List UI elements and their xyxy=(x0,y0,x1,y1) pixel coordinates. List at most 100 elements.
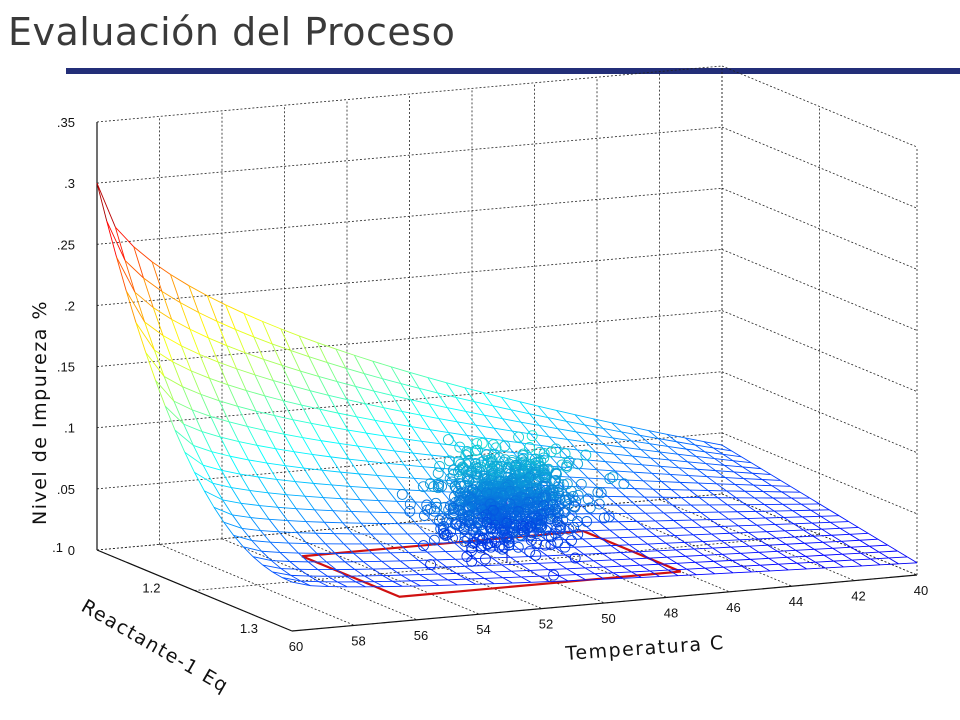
surface-mesh-line xyxy=(733,471,744,479)
surface-mesh-line xyxy=(335,348,347,369)
surface-mesh-line xyxy=(775,523,794,525)
reactant-axis-line xyxy=(96,549,293,632)
surface-mesh-line xyxy=(464,387,484,393)
scatter-point xyxy=(512,541,524,553)
surface-mesh-line xyxy=(331,484,342,499)
surface-mesh-line xyxy=(331,484,351,487)
surface-mesh-line xyxy=(887,544,898,552)
surface-mesh-line xyxy=(594,573,605,580)
surface-mesh-line xyxy=(392,423,404,439)
surface-mesh-line xyxy=(566,568,577,575)
surface-mesh-line xyxy=(368,487,379,501)
surface-mesh-line xyxy=(701,526,721,528)
scatter-point xyxy=(485,468,497,480)
reactant-tick-label: .1 xyxy=(52,540,63,555)
surface-mesh-line xyxy=(502,576,522,579)
surface-mesh-line xyxy=(743,478,763,480)
surface-mesh-line xyxy=(171,318,191,330)
surface-mesh-line xyxy=(843,565,862,568)
surface-mesh-line xyxy=(364,575,375,583)
surface-mesh-line xyxy=(144,321,164,336)
surface-mesh-line xyxy=(253,336,273,345)
surface-mesh-line xyxy=(640,449,652,459)
surface-mesh-line xyxy=(595,451,606,462)
side-wall-gridline xyxy=(721,310,918,392)
surface-mesh-line xyxy=(401,574,420,576)
surface-mesh-line xyxy=(262,321,273,345)
surface-mesh-line xyxy=(778,563,789,571)
surface-mesh-line xyxy=(695,561,706,569)
surface-mesh-line xyxy=(557,574,568,582)
surface-mesh-line xyxy=(557,428,568,440)
surface-mesh-line xyxy=(548,436,568,440)
surface-mesh-line xyxy=(475,583,495,585)
surface-mesh-line xyxy=(466,434,486,439)
surface-mesh-line xyxy=(328,394,347,401)
surface-mesh-line xyxy=(688,475,707,478)
surface-mesh-line xyxy=(822,540,842,543)
surface-mesh-line xyxy=(272,571,291,576)
surface-mesh-line xyxy=(421,440,440,445)
surface-mesh-line xyxy=(777,550,788,558)
surface-mesh-line xyxy=(279,552,291,562)
surface-mesh-line xyxy=(409,371,429,379)
surface-mesh-line xyxy=(706,476,717,485)
surface-mesh-line xyxy=(243,313,263,322)
surface-mesh-line xyxy=(355,386,366,404)
surface-mesh-line xyxy=(260,530,271,543)
scatter-point xyxy=(485,523,497,535)
temperature-tick-label: 44 xyxy=(789,594,803,609)
surface-mesh-line xyxy=(430,429,449,434)
surface-mesh-line xyxy=(455,396,475,403)
surface-mesh-line xyxy=(621,565,632,573)
surface-mesh-line xyxy=(907,556,918,564)
surface-mesh-line xyxy=(319,408,339,414)
surface-mesh-line xyxy=(390,552,401,562)
scatter-point xyxy=(447,503,459,515)
surface-mesh-line xyxy=(283,434,295,452)
surface-mesh-line xyxy=(649,570,660,577)
surface-mesh-line xyxy=(829,509,840,517)
surface-mesh-line xyxy=(276,479,296,482)
surface-mesh-line xyxy=(684,542,695,550)
surface-mesh-line xyxy=(227,384,239,407)
scatter-point xyxy=(539,539,551,551)
surface-mesh-line xyxy=(300,370,319,377)
surface-mesh-line xyxy=(388,533,400,544)
surface-mesh-line xyxy=(240,503,252,518)
surface-mesh-line xyxy=(760,563,779,566)
surface-mesh-line xyxy=(704,451,715,459)
surface-mesh-line xyxy=(395,476,406,491)
surface-mesh-line xyxy=(644,496,655,506)
surface-mesh-line xyxy=(282,400,294,420)
surface-mesh-line xyxy=(312,453,331,458)
surface-mesh-line xyxy=(694,444,705,453)
surface-mesh-line xyxy=(308,356,328,363)
surface-mesh-line xyxy=(302,437,322,442)
surface-mesh-line xyxy=(246,390,265,397)
scatter-point xyxy=(550,468,562,480)
surface-mesh-line xyxy=(795,548,815,551)
surface-mesh-line xyxy=(610,545,621,553)
surface-mesh-line xyxy=(262,564,282,570)
surface-mesh-line xyxy=(713,559,733,562)
surface-mesh-line xyxy=(656,535,667,544)
scatter-point xyxy=(479,553,491,565)
surface-mesh-line xyxy=(558,447,578,451)
surface-mesh-line xyxy=(233,535,244,548)
scatter-point xyxy=(570,495,582,507)
surface-mesh-line xyxy=(557,574,577,576)
surface-mesh-line xyxy=(320,440,332,458)
surface-mesh-line xyxy=(336,381,356,387)
surface-mesh-line xyxy=(327,362,346,369)
surface-mesh-line xyxy=(403,464,415,479)
surface-mesh-line xyxy=(609,529,620,539)
surface-mesh-line xyxy=(838,515,849,522)
surface-mesh-line xyxy=(125,290,146,323)
surface-mesh-line xyxy=(313,483,324,498)
surface-mesh-line xyxy=(383,407,394,424)
surface-mesh-line xyxy=(410,399,421,416)
surface-mesh-line xyxy=(596,469,616,472)
scatter-point xyxy=(572,528,584,540)
surface-mesh-line xyxy=(281,568,300,570)
